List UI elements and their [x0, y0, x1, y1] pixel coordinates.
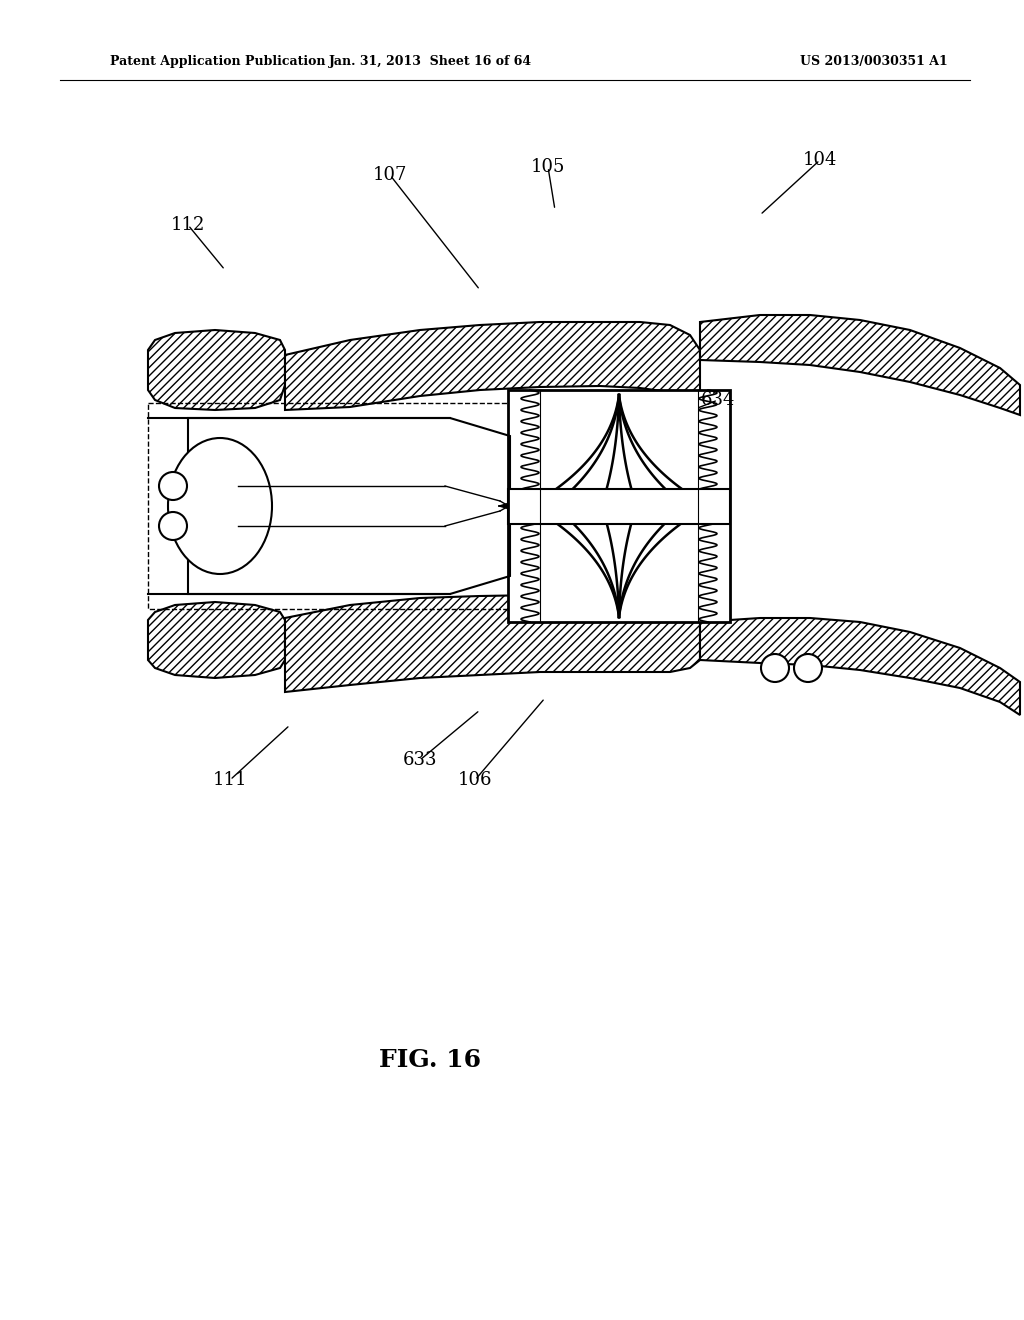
- Polygon shape: [700, 618, 1020, 715]
- Text: 112: 112: [171, 216, 205, 234]
- Text: 633: 633: [402, 751, 437, 770]
- Polygon shape: [540, 389, 698, 504]
- Text: 107: 107: [373, 166, 408, 183]
- Ellipse shape: [159, 512, 187, 540]
- Polygon shape: [285, 595, 700, 692]
- Text: 634: 634: [700, 391, 735, 409]
- Ellipse shape: [168, 438, 272, 574]
- Text: 105: 105: [530, 158, 565, 176]
- Circle shape: [794, 653, 822, 682]
- Bar: [508, 389, 730, 622]
- Text: 104: 104: [803, 150, 838, 169]
- Bar: [508, 389, 730, 622]
- Bar: [508, 488, 730, 524]
- Text: 106: 106: [458, 771, 493, 789]
- Polygon shape: [148, 330, 285, 411]
- Text: FIG. 16: FIG. 16: [379, 1048, 481, 1072]
- Text: Jan. 31, 2013  Sheet 16 of 64: Jan. 31, 2013 Sheet 16 of 64: [329, 55, 531, 69]
- Polygon shape: [700, 315, 1020, 414]
- Text: US 2013/0030351 A1: US 2013/0030351 A1: [800, 55, 948, 69]
- Polygon shape: [540, 508, 698, 622]
- Polygon shape: [188, 418, 510, 594]
- Bar: [148, 403, 512, 609]
- Polygon shape: [285, 322, 700, 411]
- Ellipse shape: [159, 473, 187, 500]
- Text: 111: 111: [213, 771, 247, 789]
- Circle shape: [761, 653, 790, 682]
- Text: Patent Application Publication: Patent Application Publication: [110, 55, 326, 69]
- Polygon shape: [148, 602, 285, 678]
